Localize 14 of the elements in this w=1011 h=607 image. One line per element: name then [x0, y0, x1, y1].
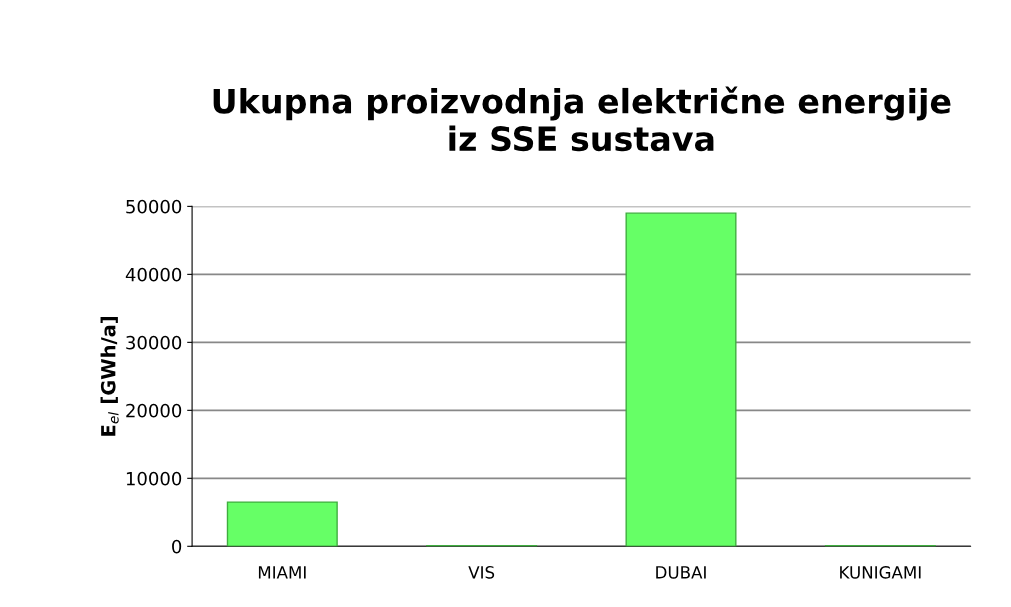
y-tick-label: 0	[172, 539, 182, 554]
x-tick-label: KUNIGAMI	[840, 566, 921, 579]
bar	[226, 501, 338, 547]
y-tick-label: 40000	[125, 267, 182, 282]
y-tick-label: 20000	[126, 403, 182, 418]
bar	[625, 212, 737, 547]
y-tick-label: 50000	[126, 199, 182, 214]
y-axis-title: E$_{el}$ [GWh/a]	[100, 316, 119, 436]
y-tick-label: 10000	[126, 471, 182, 486]
x-tick-label: DUBAI	[656, 566, 706, 579]
chart-title: Ukupna proizvodnja električne energije iz SSE sustava	[213, 86, 951, 152]
x-tick-label: MIAMI	[258, 566, 306, 579]
x-tick-label: VIS	[468, 566, 495, 579]
y-tick-label: 30000	[126, 335, 182, 350]
